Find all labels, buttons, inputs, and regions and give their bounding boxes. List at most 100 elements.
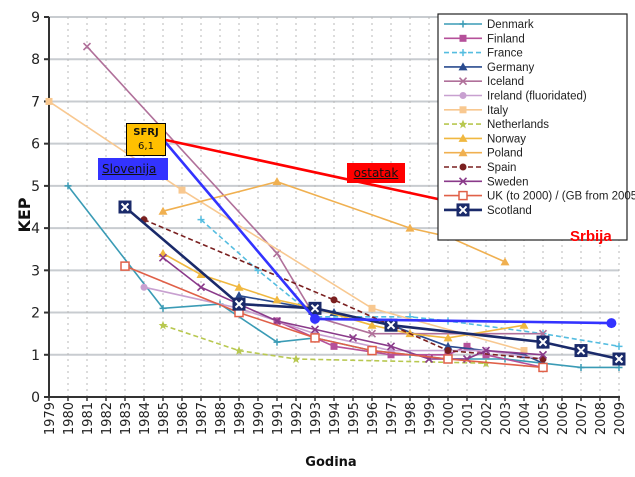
series-scotland: [118, 200, 626, 366]
x-tick-label: 1979: [43, 402, 58, 435]
data-point: [482, 351, 490, 359]
data-point: [463, 342, 471, 350]
data-point: [140, 283, 148, 291]
x-tick-label: 2008: [594, 402, 609, 435]
data-point: [458, 177, 468, 186]
x-tick-label: 1992: [290, 402, 305, 435]
data-point: [367, 345, 377, 356]
data-point: [330, 296, 338, 304]
data-point-mark: [576, 346, 586, 355]
x-tick-label: 2007: [575, 402, 590, 435]
data-point-mark: [386, 321, 396, 330]
data-point: [577, 363, 585, 371]
data-point: [444, 347, 452, 355]
x-tick-label: 1980: [62, 402, 77, 435]
x-tick-label: 1981: [81, 402, 96, 435]
x-tick-labels: 1979 1980 1981 1982 1983 1984 1985 1986 1987 1988…: [43, 402, 628, 435]
y-tick-label: 2: [31, 306, 40, 322]
data-point: [273, 338, 281, 346]
data-point-mark: [310, 304, 320, 313]
y-tick-label: 4: [31, 221, 40, 237]
y-tick-label: 9: [31, 10, 40, 26]
data-point: [196, 283, 206, 292]
sfrj-title: SFRJ: [133, 127, 159, 138]
axes: [44, 16, 620, 401]
legend: Denmark Finland France Germany Iceland Irelan…: [437, 13, 635, 241]
data-point: [178, 186, 186, 194]
legend-label: Scotland: [487, 205, 532, 217]
data-point: [45, 97, 53, 105]
x-tick-label: 1991: [271, 402, 286, 435]
overlay-point: [310, 313, 320, 324]
data-point: [520, 347, 528, 355]
y-tick-label: 6: [31, 137, 40, 153]
data-point: [368, 304, 376, 312]
data-point: [272, 295, 282, 304]
data-point: [234, 282, 244, 291]
data-point: [367, 329, 377, 338]
data-point: [234, 346, 244, 355]
x-tick-label: 1984: [138, 402, 153, 435]
data-point: [459, 34, 467, 42]
series-italy: [45, 97, 528, 355]
x-tick-label: 2002: [480, 402, 495, 435]
data-point: [615, 342, 623, 350]
legend-label: Germany: [487, 62, 535, 74]
data-point: [367, 320, 377, 329]
data-point: [519, 320, 529, 329]
legend-item-spain: Spain: [444, 162, 516, 174]
legend-item-scotland: Scotland: [444, 203, 532, 217]
data-point: [310, 325, 320, 334]
legend-label: Italy: [487, 105, 508, 117]
srbija-label: Srbija: [570, 228, 612, 245]
x-tick-label: 2006: [556, 402, 571, 435]
data-point: [291, 354, 301, 364]
y-tick-labels: 0 1 2 3 4 5 6 7 8 9: [31, 10, 40, 406]
legend-item-norway: Norway: [444, 133, 526, 145]
overlay-slovenija: [162, 138, 617, 329]
legend-item-iceland: Iceland: [444, 76, 524, 88]
x-tick-label: 1987: [195, 402, 210, 435]
series-line: [162, 324, 487, 364]
data-point: [458, 190, 468, 201]
y-tick-label: 0: [31, 390, 40, 406]
x-tick-label: 2003: [499, 402, 514, 435]
x-tick-label: 1994: [328, 402, 343, 435]
data-point: [458, 77, 468, 86]
data-point: [159, 304, 167, 312]
data-point: [458, 133, 468, 142]
data-point: [158, 253, 168, 262]
x-tick-label: 2004: [518, 402, 533, 435]
x-axis-title: Godina: [305, 455, 356, 470]
data-point: [443, 341, 453, 350]
ostatak-label: ostatak: [347, 163, 405, 183]
y-tick-label: 5: [31, 179, 40, 195]
series-netherlands: [158, 320, 491, 368]
data-point: [348, 333, 358, 342]
data-point: [197, 216, 205, 224]
x-tick-label: 1982: [100, 402, 115, 435]
data-point: [458, 119, 468, 129]
data-point: [158, 248, 168, 257]
data-point: [458, 62, 468, 71]
x-tick-label: 1996: [366, 402, 381, 435]
series-line: [124, 265, 544, 369]
data-point: [459, 106, 467, 114]
data-point: [481, 346, 491, 355]
legend-item-finland: Finland: [444, 33, 525, 45]
data-point: [196, 270, 206, 279]
x-tick-label: 1990: [252, 402, 267, 435]
data-point: [234, 291, 244, 300]
legend-item-germany: Germany: [444, 62, 535, 74]
data-point-mark: [120, 202, 130, 212]
x-tick-label: 1983: [119, 402, 134, 435]
data-point: [458, 148, 468, 157]
data-point: [310, 333, 320, 343]
legend-item-denmark: Denmark: [444, 19, 534, 31]
data-point: [405, 223, 415, 232]
legend-label: Norway: [487, 133, 526, 145]
x-tick-label: 2001: [461, 402, 476, 435]
y-tick-label: 7: [31, 94, 40, 110]
x-tick-label: 1998: [404, 402, 419, 435]
legend-item-sweden: Sweden: [444, 176, 529, 188]
